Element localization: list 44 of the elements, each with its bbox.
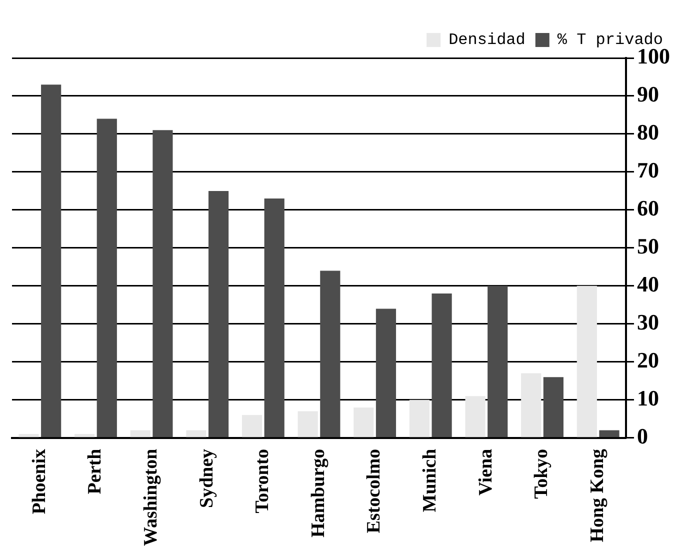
y-tick-label: 40 <box>637 272 659 297</box>
x-tick-label: Phoenix <box>28 448 50 514</box>
bar <box>18 434 39 438</box>
bar <box>242 415 262 438</box>
bar <box>320 270 340 438</box>
bar <box>186 430 206 438</box>
bar <box>432 294 452 438</box>
bar <box>298 411 318 438</box>
x-tick-label: Sydney <box>196 448 218 508</box>
x-tick-label: Estocolmo <box>364 448 385 534</box>
bar <box>208 190 229 438</box>
bar <box>354 407 374 438</box>
y-tick-label: 30 <box>637 310 659 335</box>
bar <box>576 286 597 438</box>
y-tick-label: 10 <box>637 386 659 411</box>
bar <box>96 118 117 438</box>
x-tick-label: Viena <box>475 448 496 496</box>
legend-label: Densidad <box>448 31 526 50</box>
y-tick-label: 20 <box>637 348 659 373</box>
bar <box>488 286 508 438</box>
bar <box>376 308 396 438</box>
y-tick-label: 0 <box>637 424 648 449</box>
y-tick-label: 90 <box>637 82 659 107</box>
bar <box>152 130 173 438</box>
bar <box>409 400 430 438</box>
x-tick-label: Hong Kong <box>586 448 608 542</box>
bar <box>130 430 150 438</box>
x-tick-label: Washington <box>140 448 162 546</box>
x-tick-label: Munich <box>420 448 441 512</box>
y-tick-label: 80 <box>637 120 659 145</box>
bar <box>41 84 62 438</box>
bar <box>74 434 95 438</box>
x-tick-label: Toronto <box>252 448 274 514</box>
y-tick-label: 60 <box>637 196 659 221</box>
bar <box>465 396 486 438</box>
x-tick-label: Tokyo <box>531 448 552 499</box>
x-tick-label: Perth <box>84 448 106 494</box>
y-tick-label: 70 <box>637 158 659 183</box>
bar <box>599 430 620 438</box>
bar <box>521 373 542 438</box>
y-tick-label: 50 <box>637 234 659 259</box>
bar <box>543 377 564 438</box>
x-tick-label: Hamburgo <box>308 448 329 538</box>
bar <box>264 198 284 438</box>
